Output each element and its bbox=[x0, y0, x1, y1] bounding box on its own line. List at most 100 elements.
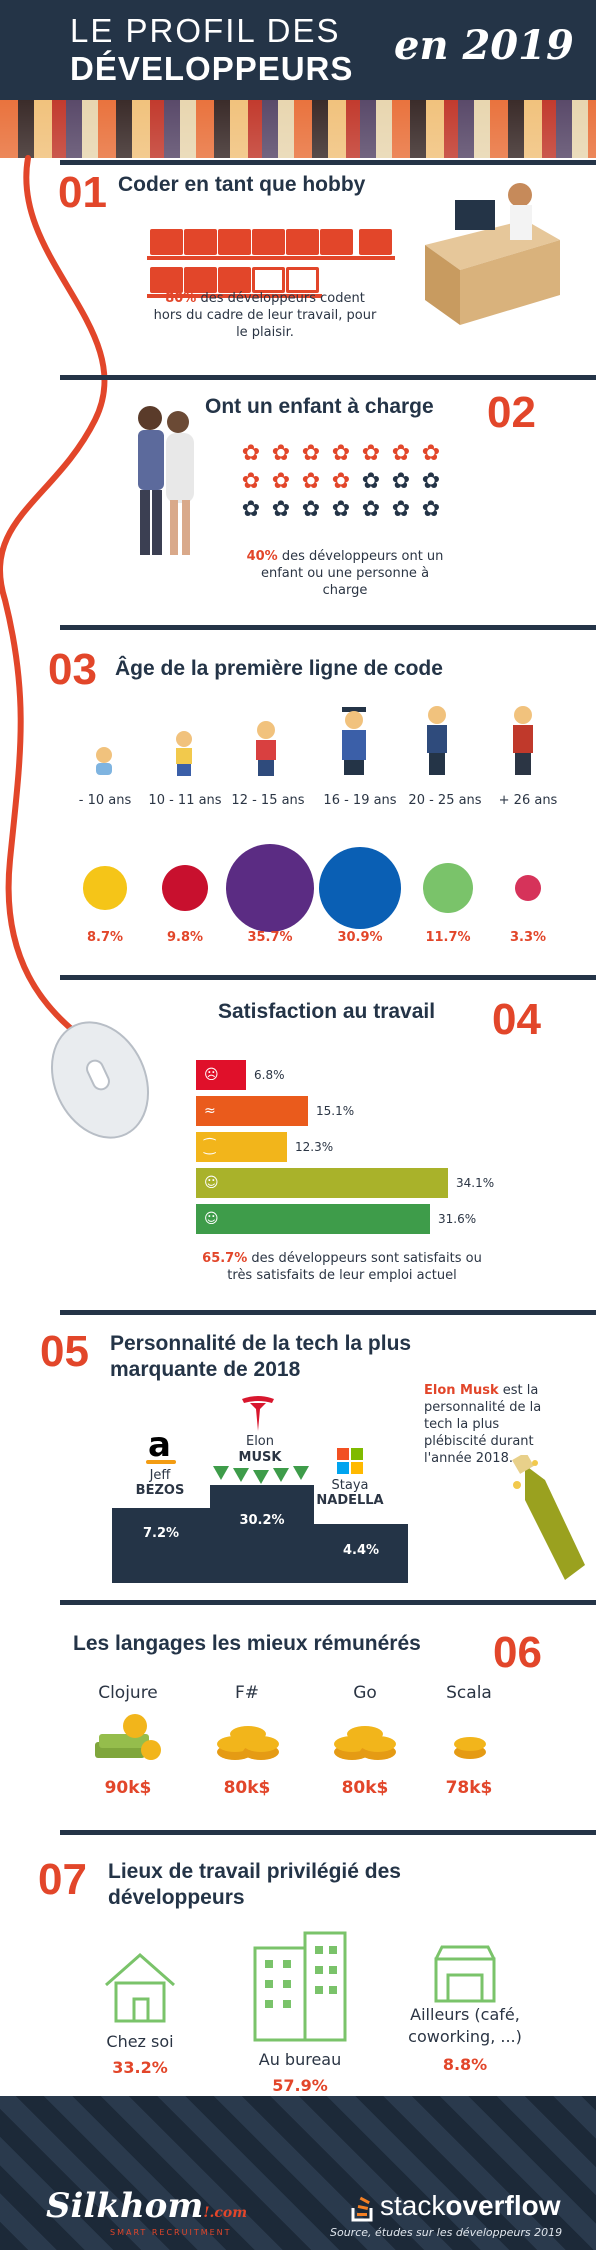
pacifier-icon: ✿ bbox=[331, 469, 351, 494]
laptop-icon bbox=[356, 229, 396, 260]
laptop-icon bbox=[181, 229, 220, 260]
dependent-caption: 40% des développeurs ont un enfant ou un… bbox=[240, 548, 450, 599]
laptop-icon bbox=[181, 267, 220, 298]
satisfaction-bar: ☺ bbox=[196, 1204, 430, 1234]
laptop-icon bbox=[215, 267, 254, 298]
pacifier-icon: ✿ bbox=[391, 469, 411, 494]
age-bubble bbox=[319, 847, 401, 929]
separator bbox=[60, 160, 596, 165]
silkhom-suffix: !.com bbox=[203, 2205, 248, 2221]
hobby-caption: 80% des développeurs codent hors du cadr… bbox=[150, 290, 380, 341]
section-number: 07 bbox=[38, 1855, 87, 1904]
section-title-line2: développeurs bbox=[108, 1886, 245, 1909]
age-label: 20 - 25 ans bbox=[408, 793, 482, 808]
laptop-icon bbox=[147, 267, 186, 298]
age-label: + 26 ans bbox=[498, 793, 558, 808]
lang-salary: 90k$ bbox=[104, 1778, 152, 1798]
section-title: Satisfaction au travail bbox=[218, 1000, 436, 1023]
office-building-icon bbox=[253, 1931, 347, 2042]
age-bubble bbox=[83, 866, 127, 910]
computer-mouse-icon bbox=[50, 1021, 150, 1139]
pacifier-icon: ✿ bbox=[241, 497, 261, 522]
age-bubble bbox=[514, 874, 542, 902]
place-pct: 8.8% bbox=[442, 2055, 488, 2074]
place-name-line1: Ailleurs (café, bbox=[410, 2005, 520, 2024]
source-note: Source, études sur les développeurs 2019 bbox=[330, 2226, 563, 2239]
bezos-last: BEZOS bbox=[135, 1483, 185, 1498]
pacifier-icon: ✿ bbox=[421, 441, 441, 466]
satisfaction-face-icon: ☺ bbox=[204, 1175, 219, 1191]
laptop-icon bbox=[317, 229, 356, 260]
silkhom-logo[interactable]: Silkhom!.com bbox=[46, 2186, 247, 2226]
satisfaction-value: 12.3% bbox=[295, 1140, 334, 1154]
stackoverflow-logo[interactable]: stackoverflow bbox=[380, 2190, 561, 2222]
laptop-icon bbox=[283, 267, 322, 298]
lang-salary: 78k$ bbox=[445, 1778, 493, 1798]
satisfaction-face-icon: ☺ bbox=[204, 1211, 219, 1227]
section-number: 03 bbox=[48, 645, 97, 694]
pacifier-icon: ✿ bbox=[421, 469, 441, 494]
satisfaction-value: 31.6% bbox=[438, 1212, 477, 1226]
section-number: 01 bbox=[58, 168, 107, 217]
pacifier-icon: ✿ bbox=[241, 469, 261, 494]
tesla-logo-icon bbox=[242, 1396, 274, 1431]
satisfaction-bar: ⁐ bbox=[196, 1132, 287, 1162]
preteen-figure-icon bbox=[252, 720, 280, 782]
pacifier-icon: ✿ bbox=[271, 469, 291, 494]
musk-caption: Elon Musk est la personnalité de la tech… bbox=[424, 1382, 564, 1467]
section-number: 06 bbox=[493, 1628, 542, 1677]
cafe-icon bbox=[434, 1945, 496, 2003]
satisfaction-bar: ≈ bbox=[196, 1096, 308, 1126]
hobby-pct: 80% bbox=[165, 291, 197, 306]
lang-name: Scala bbox=[446, 1683, 492, 1703]
pacifier-icon: ✿ bbox=[301, 441, 321, 466]
musk-name: Elon Musk bbox=[424, 1383, 499, 1398]
section-title: Les langages les mieux rémunérés bbox=[73, 1632, 421, 1655]
coin-stack-icon bbox=[334, 1726, 396, 1760]
satisfaction-pct: 65.7% bbox=[202, 1251, 248, 1266]
musk-first: Elon bbox=[245, 1434, 275, 1449]
separator bbox=[60, 1310, 596, 1315]
header-banner bbox=[0, 0, 596, 100]
lang-salary: 80k$ bbox=[341, 1778, 389, 1798]
separator bbox=[60, 375, 596, 380]
money-pile-icon bbox=[95, 1714, 161, 1760]
pacifier-icon: ✿ bbox=[361, 497, 381, 522]
satisfaction-face-icon: ≈ bbox=[204, 1103, 216, 1119]
satisfaction-face-icon: ⁐ bbox=[204, 1139, 216, 1155]
stackoverflow-logo-icon bbox=[351, 2196, 373, 2222]
stackoverflow-stack: stack bbox=[380, 2190, 446, 2221]
satisfaction-bar: ☺ bbox=[196, 1168, 448, 1198]
section-number: 05 bbox=[40, 1327, 89, 1376]
pacifier-icon: ✿ bbox=[391, 441, 411, 466]
champagne-bottle-illustration bbox=[512, 1455, 585, 1580]
laptop-icon bbox=[283, 229, 322, 260]
age-bubble bbox=[226, 844, 314, 932]
coin-stack-icon bbox=[217, 1726, 279, 1760]
section-title: Coder en tant que hobby bbox=[118, 173, 366, 196]
place-name: Au bureau bbox=[258, 2050, 342, 2069]
age-pct: 8.7% bbox=[86, 930, 124, 945]
nadella-last: NADELLA bbox=[316, 1493, 384, 1508]
microsoft-logo-icon bbox=[337, 1448, 363, 1474]
laptop-icon bbox=[215, 229, 254, 260]
separator bbox=[60, 1830, 596, 1835]
laptop-icon bbox=[147, 229, 186, 260]
lang-name: F# bbox=[234, 1683, 260, 1703]
laptop-grid bbox=[147, 229, 420, 305]
section-number: 02 bbox=[487, 388, 536, 437]
silkhom-name: Silkhom bbox=[46, 2186, 204, 2226]
footer-texture bbox=[0, 2096, 596, 2250]
age-pct: 3.3% bbox=[509, 930, 547, 945]
musk-last: MUSK bbox=[238, 1450, 282, 1465]
baby-figure-icon bbox=[92, 745, 116, 781]
section-number: 04 bbox=[492, 995, 541, 1044]
pacifier-icon: ✿ bbox=[331, 497, 351, 522]
header-title-line2: DÉVELOPPEURS bbox=[70, 50, 354, 87]
age-pct: 9.8% bbox=[166, 930, 204, 945]
section-title-line1: Lieux de travail privilégié des bbox=[108, 1860, 401, 1883]
bezos-first: Jeff bbox=[149, 1468, 171, 1483]
pacifier-icon: ✿ bbox=[391, 497, 411, 522]
